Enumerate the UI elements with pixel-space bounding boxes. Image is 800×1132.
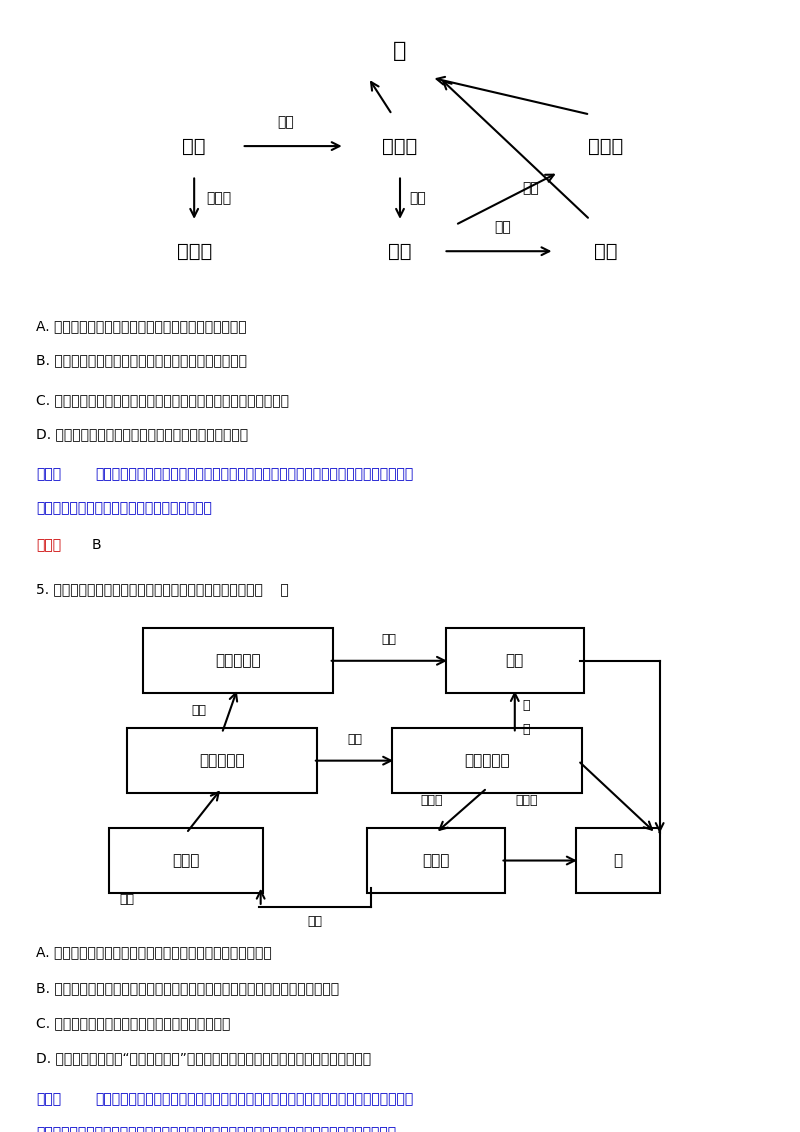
Text: D. 在离开人的管理条件下，该生态工程仍可能正常运转: D. 在离开人的管理条件下，该生态工程仍可能正常运转	[36, 427, 248, 441]
Text: 饲料: 饲料	[494, 221, 511, 234]
FancyBboxPatch shape	[127, 728, 317, 794]
Text: 玉米芯: 玉米芯	[206, 191, 231, 206]
Text: 猪、鸡: 猪、鸡	[422, 854, 450, 868]
Text: 环，其中的能量除了供分解者本身利用外，其余的都以热能的形式散失了，并没有进行能量流动。: 环，其中的能量除了供分解者本身利用外，其余的都以热能的形式散失了，并没有进行能量…	[36, 1126, 396, 1132]
Text: 生态系统中能量不能反复利用，只有物质能够循环再生。生态工程是在人的管理下修建: 生态系统中能量不能反复利用，只有物质能够循环再生。生态工程是在人的管理下修建	[95, 468, 414, 481]
Text: 葡萄、蔬菜: 葡萄、蔬菜	[464, 753, 510, 769]
FancyBboxPatch shape	[366, 827, 505, 893]
FancyBboxPatch shape	[446, 628, 584, 694]
FancyBboxPatch shape	[392, 728, 582, 794]
Text: 农作物: 农作物	[588, 137, 623, 155]
Text: 粪便: 粪便	[522, 181, 539, 195]
Text: A. 该生态系统经过能量多级利用，提高了系统总能量利用效率: A. 该生态系统经过能量多级利用，提高了系统总能量利用效率	[36, 945, 271, 960]
Text: 肥料: 肥料	[347, 732, 362, 746]
FancyBboxPatch shape	[576, 827, 660, 893]
Text: 解析：: 解析：	[36, 1092, 61, 1106]
Text: 答案：: 答案：	[36, 538, 61, 552]
Text: 解析：: 解析：	[36, 468, 61, 481]
Text: 人: 人	[394, 42, 406, 61]
Text: B. 用玉米的副产品玉米芯生产木糖醇，可增加经济效益: B. 用玉米的副产品玉米芯生产木糖醇，可增加经济效益	[36, 353, 247, 367]
Text: 残渣: 残渣	[410, 191, 426, 206]
Text: 的部分: 的部分	[515, 794, 538, 807]
Text: B: B	[91, 538, 101, 552]
FancyBboxPatch shape	[142, 628, 333, 694]
Text: D. 该生态系统遵循了“物质循环再生”的原理，但各营养级之间的能量传递效率并未提高: D. 该生态系统遵循了“物质循环再生”的原理，但各营养级之间的能量传递效率并未提…	[36, 1052, 371, 1065]
Text: 分解者的作用是将动植物的遗体和动物的排遗物分解成无机物，促进了系统中的物质循: 分解者的作用是将动植物的遗体和动物的排遗物分解成无机物，促进了系统中的物质循	[95, 1092, 414, 1106]
Text: C. 合理使用农家肥可提高流经该生态系统的总能量: C. 合理使用农家肥可提高流经该生态系统的总能量	[36, 1017, 230, 1030]
Text: 未利用: 未利用	[421, 794, 443, 807]
FancyBboxPatch shape	[110, 827, 263, 893]
Text: 食用菌: 食用菌	[382, 137, 418, 155]
Text: 禽畜: 禽畜	[594, 242, 618, 260]
Text: 5. 下图表示某人工设计的生态系统，下列叙述不正确的是（    ）: 5. 下图表示某人工设计的生态系统，下列叙述不正确的是（ ）	[36, 582, 289, 595]
Text: 阴: 阴	[522, 723, 530, 736]
Text: 残渣: 残渣	[277, 115, 294, 129]
Text: C. 用蛆蛹粪便作有机肥还田，利用了生态系统物质和能量循环原理: C. 用蛆蛹粪便作有机肥还田，利用了生态系统物质和能量循环原理	[36, 394, 289, 408]
Text: 粪便: 粪便	[307, 915, 322, 928]
Text: B. 该生态系统的分解者是蝠蛆和蚯蛔，促进了系统中物质循环和能量流动的进行: B. 该生态系统的分解者是蝠蛆和蚯蛔，促进了系统中物质循环和能量流动的进行	[36, 981, 339, 995]
Text: 的，离开了人的管理，该工程不可能正常运转。: 的，离开了人的管理，该工程不可能正常运转。	[36, 501, 212, 515]
Text: 沼气池: 沼气池	[173, 854, 200, 868]
Text: 木糖醇: 木糖醇	[177, 242, 212, 260]
Text: 饲喂: 饲喂	[191, 704, 206, 718]
Text: 蛆蛆、蚯蚓: 蛆蛆、蚯蚓	[215, 653, 261, 668]
Text: 蛆蛹: 蛆蛹	[388, 242, 412, 260]
Text: 玉米: 玉米	[182, 137, 206, 155]
Text: 黄鳝: 黄鳝	[506, 653, 524, 668]
Text: 人: 人	[613, 854, 622, 868]
Text: 沼气: 沼气	[119, 893, 134, 906]
Text: A. 用残渣来培育食用菌和蛆蛹，实现了能量的反复利用: A. 用残渣来培育食用菌和蛆蛹，实现了能量的反复利用	[36, 319, 246, 334]
Text: 饲喂: 饲喂	[382, 633, 397, 646]
Text: 遮: 遮	[522, 698, 530, 712]
Text: 沼渣、沼液: 沼渣、沼液	[199, 753, 245, 769]
